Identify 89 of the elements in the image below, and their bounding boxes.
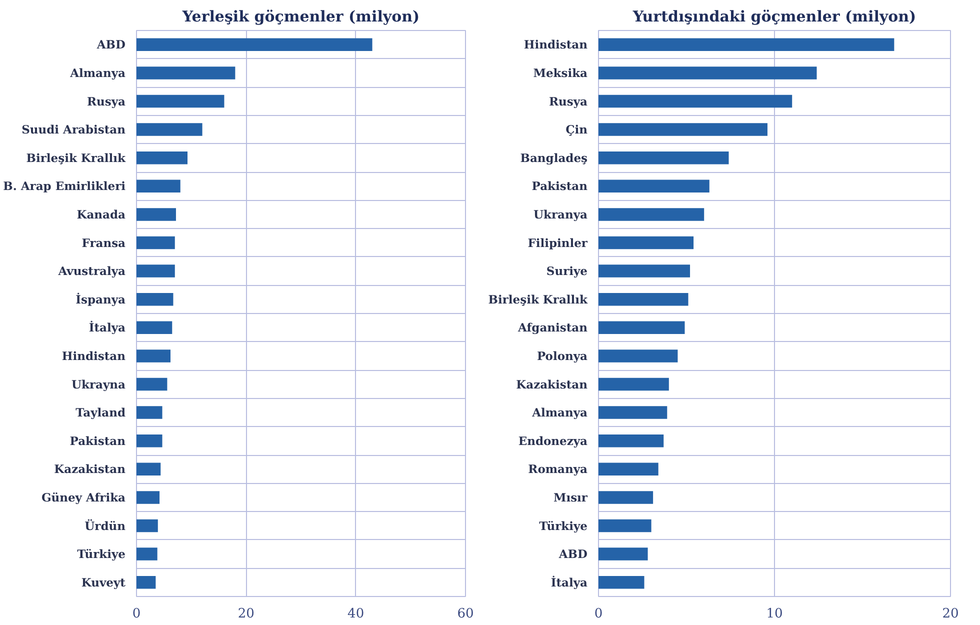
y-tick-label: Mısır bbox=[554, 490, 588, 504]
y-tick-label: Fransa bbox=[82, 236, 126, 250]
bar bbox=[598, 519, 652, 532]
bar bbox=[136, 491, 160, 504]
y-tick-label: Ukrayna bbox=[72, 377, 126, 392]
bar bbox=[598, 548, 648, 560]
x-tick-label: 20 bbox=[942, 606, 959, 622]
y-tick-label: Pakistan bbox=[532, 179, 588, 194]
bar bbox=[136, 406, 162, 419]
bar bbox=[136, 151, 188, 164]
y-tick-label: Bangladeş bbox=[520, 150, 588, 165]
bar bbox=[598, 66, 817, 80]
y-tick-label: Rusya bbox=[86, 94, 126, 108]
bar bbox=[136, 350, 170, 362]
y-tick-label: Türkiye bbox=[77, 547, 126, 562]
bar bbox=[136, 38, 372, 52]
y-tick-label: Birleşik Krallık bbox=[26, 150, 127, 165]
y-tick-label: Ürdün bbox=[84, 518, 126, 533]
bar bbox=[136, 123, 202, 136]
bar bbox=[136, 434, 162, 448]
bar bbox=[136, 264, 175, 278]
y-tick-label: Filipinler bbox=[528, 236, 588, 250]
bar bbox=[598, 123, 768, 136]
bar bbox=[598, 151, 729, 164]
bar bbox=[598, 236, 694, 250]
y-tick-label: Kanada bbox=[76, 207, 126, 222]
bar bbox=[598, 208, 704, 221]
x-tick-label: 10 bbox=[766, 606, 783, 622]
bar bbox=[136, 208, 176, 221]
bar bbox=[598, 94, 792, 108]
y-tick-label: Rusya bbox=[548, 94, 588, 108]
bar bbox=[598, 292, 688, 306]
bar bbox=[598, 434, 664, 448]
bar bbox=[598, 378, 669, 391]
y-tick-label: ABD bbox=[558, 547, 588, 562]
y-tick-label: Hindistan bbox=[62, 348, 126, 363]
x-tick-label: 40 bbox=[348, 606, 364, 622]
bar bbox=[136, 180, 180, 193]
x-tick-label: 20 bbox=[238, 606, 254, 622]
y-tick-label: İspanya bbox=[76, 292, 126, 306]
y-tick-label: Kazakistan bbox=[516, 377, 588, 392]
chart-title: Yurtdışındaki göçmenler (milyon) bbox=[632, 8, 916, 26]
bar bbox=[136, 321, 172, 334]
bar bbox=[598, 38, 894, 52]
bar bbox=[136, 94, 224, 108]
bar bbox=[598, 180, 710, 193]
y-tick-label: Romanya bbox=[528, 462, 588, 476]
bar bbox=[136, 548, 158, 560]
x-tick-label: 0 bbox=[132, 606, 141, 622]
bar bbox=[598, 264, 690, 278]
bar bbox=[598, 576, 644, 589]
y-tick-label: Kuveyt bbox=[81, 575, 126, 590]
bar bbox=[136, 66, 236, 80]
y-tick-label: Birleşik Krallık bbox=[488, 292, 589, 306]
bar bbox=[136, 519, 158, 532]
bar bbox=[598, 491, 654, 504]
y-tick-label: Ukranya bbox=[534, 207, 588, 222]
y-tick-label: Kazakistan bbox=[54, 462, 126, 476]
y-tick-label: Polonya bbox=[536, 348, 588, 363]
y-tick-label: ABD bbox=[96, 38, 126, 52]
y-tick-label: İtalya bbox=[88, 320, 126, 335]
bar bbox=[136, 576, 156, 589]
bar bbox=[598, 462, 658, 476]
y-tick-label: Meksika bbox=[533, 66, 588, 80]
y-tick-label: Pakistan bbox=[70, 434, 126, 448]
y-tick-label: Güney Afrika bbox=[41, 490, 126, 504]
x-tick-label: 60 bbox=[457, 606, 474, 622]
bar bbox=[136, 236, 175, 250]
y-tick-label: Afganistan bbox=[517, 320, 588, 335]
y-tick-label: Avustralya bbox=[57, 264, 126, 278]
y-tick-label: B. Arap Emirlikleri bbox=[3, 179, 126, 194]
y-tick-label: Çin bbox=[566, 122, 588, 137]
bar bbox=[598, 406, 668, 419]
bar bbox=[136, 462, 161, 476]
x-tick-label: 0 bbox=[594, 606, 603, 622]
y-tick-label: Tayland bbox=[76, 406, 126, 420]
y-tick-label: Türkiye bbox=[539, 518, 588, 533]
chart-title: Yerleşik göçmenler (milyon) bbox=[181, 8, 420, 26]
bar bbox=[598, 350, 678, 362]
bar bbox=[136, 378, 168, 391]
y-tick-label: İtalya bbox=[550, 575, 588, 590]
y-tick-label: Suudi Arabistan bbox=[22, 122, 126, 137]
y-tick-label: Almanya bbox=[69, 66, 126, 80]
y-tick-label: Endonezya bbox=[518, 434, 588, 448]
bar bbox=[136, 292, 174, 306]
y-tick-label: Almanya bbox=[531, 406, 588, 420]
y-tick-label: Suriye bbox=[546, 264, 588, 278]
y-tick-label: Hindistan bbox=[524, 38, 588, 52]
bar bbox=[598, 321, 685, 334]
